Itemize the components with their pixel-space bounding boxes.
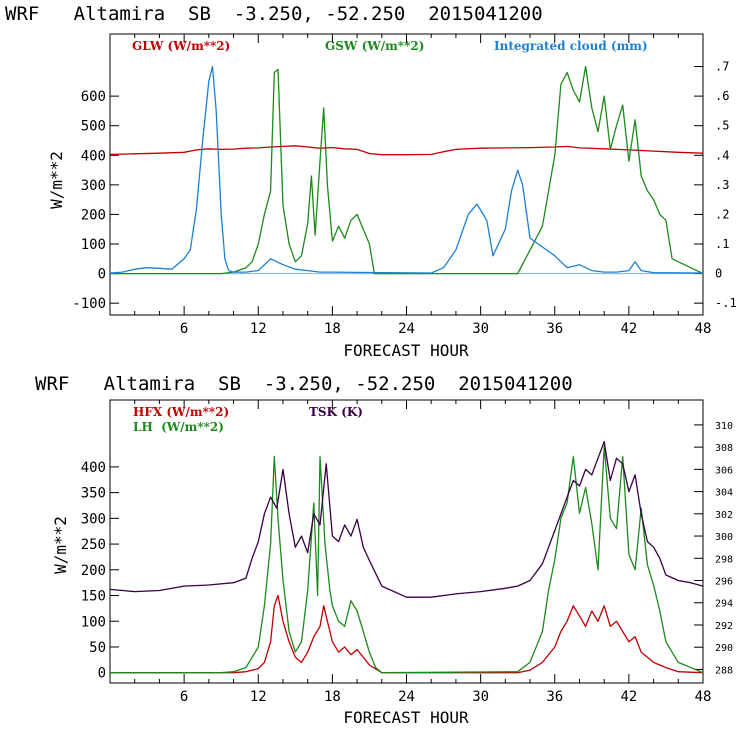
- chart-1-legend-glw: GLW (W/m**2): [132, 39, 230, 53]
- chart-2-ytick-label: 50: [89, 640, 106, 656]
- chart-2-y2tick-label: 306: [715, 465, 733, 476]
- chart-2-y2tick-label: 304: [715, 488, 733, 499]
- chart-2-y2tick-label: 294: [715, 599, 733, 610]
- chart-1-legend-cloud: Integrated cloud (mm): [494, 39, 648, 53]
- chart-2-ytick-label: 300: [81, 511, 106, 527]
- chart-2-y2tick-label: 310: [715, 421, 733, 432]
- chart-1-ticks: 6 12 18 24 30 36 42 48 -100 0 100 200 300 400 500 600 -.…: [72, 34, 737, 337]
- chart-1-xtick-label: 36: [546, 321, 563, 337]
- chart-1-xtick-label: 42: [620, 321, 637, 337]
- chart-2-title: WRF Altamira SB -3.250, -52.250 20150412…: [35, 373, 573, 395]
- chart-2-xtick-label: 42: [620, 689, 637, 705]
- chart-2-xtick-label: 36: [546, 689, 563, 705]
- chart-1-ytick-label: 600: [81, 89, 106, 105]
- chart-1-y2tick-label: -.1: [715, 296, 737, 310]
- chart-1-ytick-label: 200: [81, 207, 106, 223]
- chart-2-ytick-label: 200: [81, 563, 106, 579]
- chart-2-ytick-label: 250: [81, 537, 106, 553]
- chart-1-ytick-label: -100: [72, 296, 106, 312]
- chart-2-xtick-label: 30: [472, 689, 489, 705]
- chart-2-y2tick-label: 288: [715, 665, 733, 676]
- chart-2-ylabel: W/m**2: [51, 516, 70, 574]
- chart-2-y2tick-label: 302: [715, 510, 733, 521]
- chart-2-legend-hfx: HFX (W/m**2): [133, 405, 229, 419]
- chart-2-ytick-label: 100: [81, 614, 106, 630]
- chart-2-ticks: 6 12 18 24 30 36 42 48 0 50 100 150 200 250 300 350 400 2…: [81, 400, 733, 705]
- chart-2-xtick-label: 12: [250, 689, 267, 705]
- chart-1-ylabel: W/m**2: [47, 151, 66, 209]
- chart-2-xtick-label: 24: [398, 689, 415, 705]
- chart-1: WRF Altamira SB -3.250, -52.250 20150412…: [5, 3, 737, 360]
- chart-1-y2tick-label: .1: [715, 237, 729, 251]
- chart-1-y2tick-label: .7: [715, 60, 729, 74]
- chart-1-y2tick-label: .4: [715, 148, 729, 162]
- chart-1-xtick-label: 24: [398, 321, 415, 337]
- chart-1-series: [109, 65, 704, 275]
- chart-1-y2tick-label: 0: [715, 267, 722, 281]
- chart-1-xtick-label: 12: [250, 321, 267, 337]
- chart-1-xtick-label: 18: [324, 321, 341, 337]
- chart-1-series-integrated-cloud: [109, 65, 704, 274]
- chart-2-series: [109, 440, 704, 674]
- chart-1-ytick-label: 400: [81, 148, 106, 164]
- chart-2-xtick-label: 48: [695, 689, 712, 705]
- chart-2-y2tick-label: 308: [715, 443, 733, 454]
- chart-2: WRF Altamira SB -3.250, -52.250 20150412…: [35, 373, 733, 727]
- chart-1-ytick-label: 500: [81, 119, 106, 135]
- chart-1-series-glw: [109, 145, 704, 156]
- chart-1-y2tick-label: .6: [715, 89, 729, 103]
- chart-1-y2tick-label: .5: [715, 119, 729, 133]
- chart-2-series-hfx: [110, 594, 704, 674]
- chart-1-ytick-label: 300: [81, 178, 106, 194]
- chart-2-y2tick-label: 290: [715, 643, 733, 654]
- chart-2-series-tsk: [109, 440, 704, 598]
- chart-1-ytick-label: 0: [98, 267, 106, 283]
- chart-1-series-gsw: [110, 65, 704, 275]
- chart-2-xtick-label: 6: [180, 689, 188, 705]
- chart-2-ytick-label: 350: [81, 486, 106, 502]
- chart-2-ytick-label: 150: [81, 589, 106, 605]
- chart-1-xtick-label: 48: [695, 321, 712, 337]
- chart-1-ytick-label: 100: [81, 237, 106, 253]
- chart-2-ytick-label: 400: [81, 460, 106, 476]
- chart-1-xtick-label: 6: [180, 321, 188, 337]
- chart-2-y2tick-label: 296: [715, 577, 733, 588]
- chart-1-y2tick-label: .3: [715, 178, 729, 192]
- chart-1-xlabel: FORECAST HOUR: [343, 341, 469, 360]
- chart-2-legend-lh: LH (W/m**2): [133, 420, 224, 434]
- chart-2-y2tick-label: 292: [715, 621, 733, 632]
- chart-1-xtick-label: 30: [472, 321, 489, 337]
- chart-1-title: WRF Altamira SB -3.250, -52.250 20150412…: [5, 3, 543, 25]
- chart-2-y2tick-label: 300: [715, 532, 733, 543]
- chart-2-ytick-label: 0: [98, 666, 106, 682]
- chart-2-xtick-label: 18: [324, 689, 341, 705]
- chart-2-xlabel: FORECAST HOUR: [343, 708, 469, 727]
- chart-1-legend-gsw: GSW (W/m**2): [325, 39, 424, 53]
- chart-2-y2tick-label: 298: [715, 554, 733, 565]
- chart-2-legend-tsk: TSK (K): [309, 405, 363, 419]
- chart-1-y2tick-label: .2: [715, 207, 729, 221]
